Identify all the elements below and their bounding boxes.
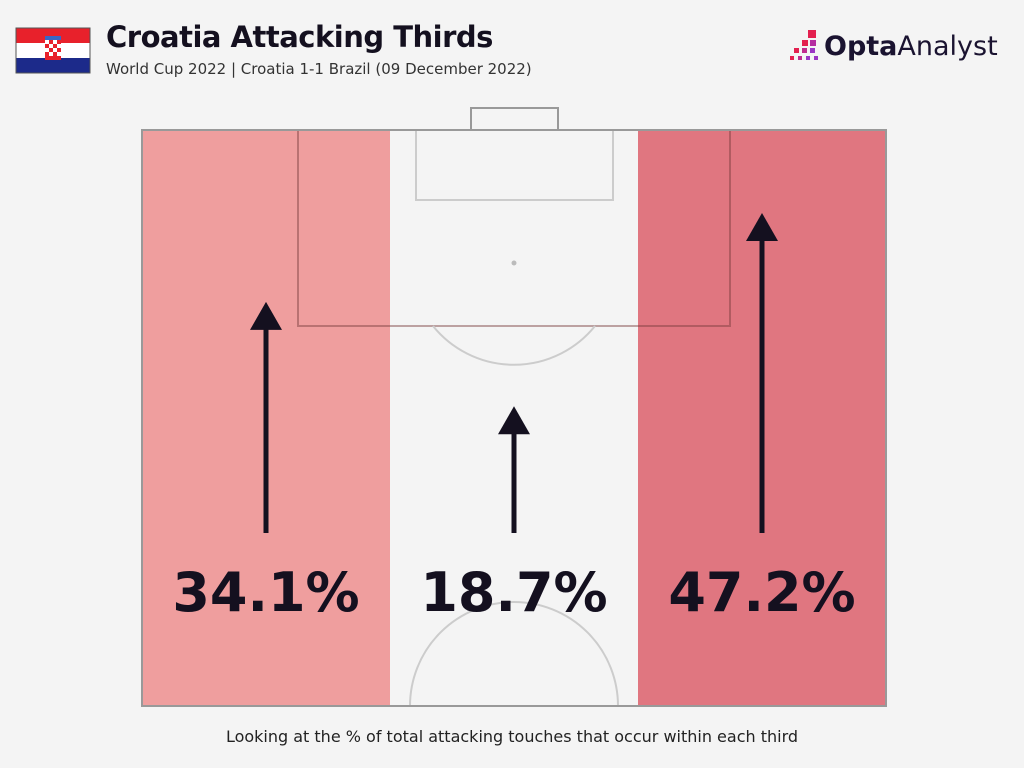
croatia-flag-icon (15, 27, 91, 74)
penalty-arc (432, 325, 596, 366)
logo-icon (790, 30, 818, 60)
value-label: 18.7% (420, 561, 607, 624)
value-label: 34.1% (172, 561, 359, 624)
logo-text: Analyst (897, 30, 998, 62)
value-marks: 34.1% 18.7% 47.2% (172, 213, 856, 624)
page-title: Croatia Attacking Thirds (106, 20, 493, 54)
centre-circle (409, 601, 619, 707)
pitch-lines (141, 107, 887, 707)
value-label: 47.2% (668, 561, 855, 624)
arrow-head-icon (498, 406, 530, 435)
caption: Looking at the % of total attacking touc… (225, 727, 799, 746)
arrow-head-icon (746, 213, 778, 241)
goal (470, 107, 559, 131)
arrow-head-icon (250, 301, 282, 330)
penalty-spot (511, 260, 517, 266)
opta-logo: Opta Analyst (788, 28, 998, 64)
pitch-outline (141, 129, 887, 707)
logo-text-bold: Opta (824, 30, 898, 62)
subtitle: World Cup 2022 | Croatia 1-1 Brazil (09 … (106, 60, 532, 78)
